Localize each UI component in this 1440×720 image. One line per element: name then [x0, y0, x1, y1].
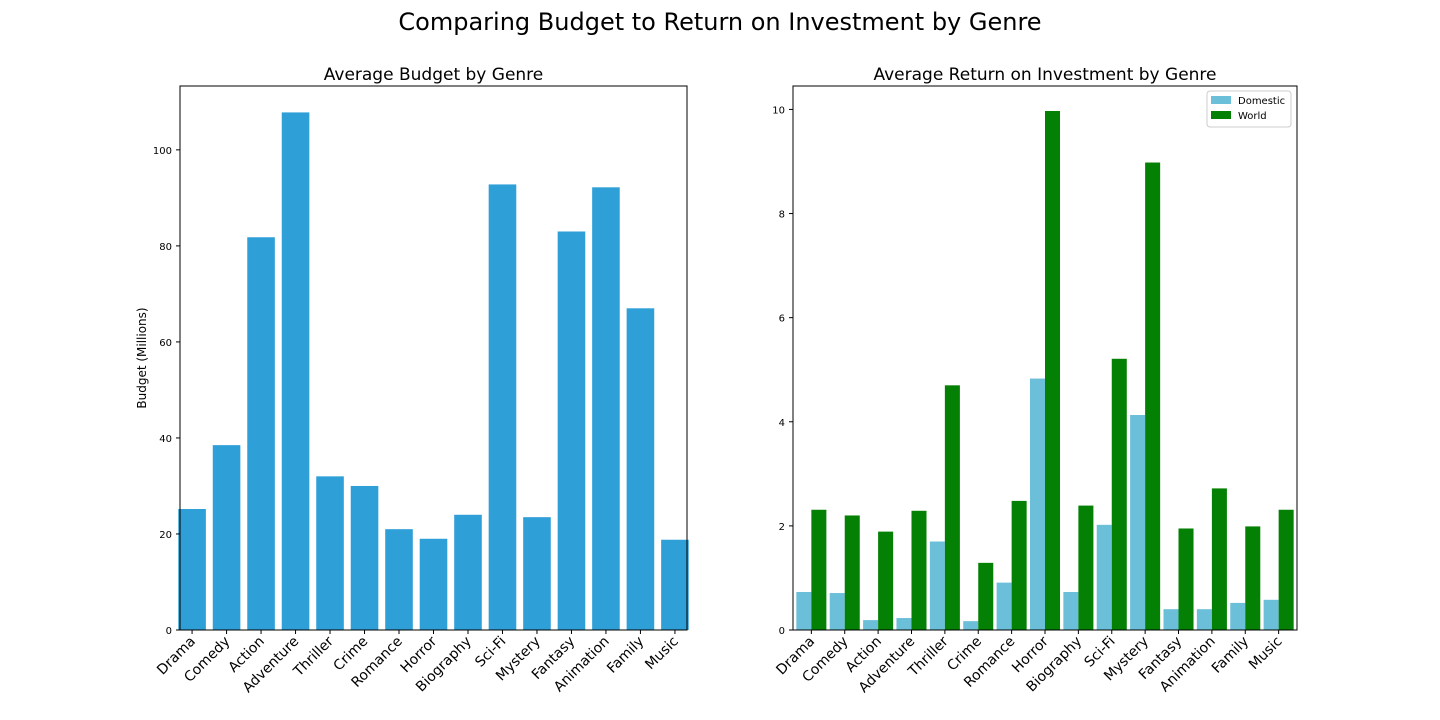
- domestic-bar-fantasy: [1163, 609, 1179, 630]
- y-tick-label: 2: [779, 522, 785, 533]
- world-bar-horror: [1045, 110, 1061, 631]
- roi-chart: Average Return on Investment by Genre 0 2 4…: [772, 65, 1298, 696]
- domestic-bar-crime: [963, 621, 979, 630]
- world-bar-family: [1245, 526, 1261, 630]
- world-bar-drama: [811, 509, 827, 630]
- domestic-bar-family: [1230, 602, 1246, 630]
- world-bar-mystery: [1145, 162, 1161, 630]
- budget-bar-drama: [178, 509, 206, 630]
- budget-chart: Average Budget by Genre020406080100Drama…: [135, 65, 689, 696]
- budget-bar-action: [247, 237, 275, 630]
- domestic-bar-thriller: [929, 541, 945, 630]
- y-tick-label: 60: [159, 338, 172, 349]
- y-tick-label: 20: [159, 530, 172, 541]
- budget-bar-family: [626, 308, 655, 630]
- domestic-bar-sci-fi: [1096, 524, 1112, 630]
- domestic-bar-drama: [796, 591, 812, 630]
- domestic-bar-music: [1263, 599, 1279, 630]
- figure-title: Comparing Budget to Return on Investment…: [398, 8, 1042, 36]
- x-tick-label-music: Music: [642, 634, 681, 673]
- subplot-title: Average Return on Investment by Genre: [873, 65, 1216, 85]
- domestic-bar-action: [863, 620, 879, 630]
- y-tick-label: 100: [153, 146, 172, 157]
- subplot-title: Average Budget by Genre: [324, 65, 544, 85]
- budget-bar-crime: [350, 485, 379, 630]
- budget-bar-fantasy: [557, 231, 586, 630]
- budget-bar-horror: [419, 538, 448, 630]
- world-bar-adventure: [911, 510, 927, 630]
- budget-bar-sci-fi: [488, 184, 517, 630]
- y-tick-label: 0: [779, 626, 785, 637]
- y-tick-label: 8: [779, 210, 785, 221]
- domestic-bar-romance: [996, 582, 1012, 630]
- world-bar-biography: [1078, 505, 1094, 630]
- budget-bar-music: [661, 539, 689, 630]
- x-tick-label-family: Family: [604, 634, 647, 677]
- budget-bar-mystery: [523, 517, 551, 630]
- domestic-bar-comedy: [829, 593, 845, 630]
- budget-bar-biography: [454, 514, 482, 630]
- legend-swatch-world: [1211, 111, 1231, 119]
- world-bar-comedy: [844, 515, 860, 630]
- world-bar-music: [1278, 509, 1294, 630]
- y-axis-label: Budget (Millions): [135, 307, 149, 408]
- y-tick-label: 80: [159, 242, 172, 253]
- legend-label-domestic: Domestic: [1238, 96, 1285, 107]
- domestic-bar-mystery: [1130, 415, 1146, 630]
- y-tick-label: 0: [166, 626, 172, 637]
- y-tick-label: 6: [779, 314, 785, 325]
- world-bar-romance: [1011, 500, 1027, 630]
- x-tick-label-family: Family: [1209, 634, 1252, 677]
- domestic-bar-adventure: [896, 618, 912, 630]
- budget-bar-thriller: [316, 476, 344, 630]
- legend-label-world: World: [1238, 111, 1267, 122]
- y-tick-label: 10: [772, 105, 785, 116]
- legend-swatch-domestic: [1211, 96, 1231, 104]
- world-bar-thriller: [944, 385, 960, 630]
- world-bar-action: [878, 531, 894, 630]
- x-tick-label-music: Music: [1246, 634, 1285, 673]
- y-tick-label: 40: [159, 434, 172, 445]
- domestic-bar-biography: [1063, 591, 1079, 630]
- y-tick-label: 4: [779, 418, 785, 429]
- world-bar-crime: [978, 562, 994, 630]
- domestic-bar-horror: [1029, 378, 1045, 630]
- world-bar-animation: [1211, 488, 1227, 630]
- budget-bar-romance: [385, 529, 413, 630]
- domestic-bar-animation: [1196, 609, 1212, 630]
- budget-bar-adventure: [281, 112, 310, 630]
- world-bar-sci-fi: [1111, 358, 1127, 630]
- budget-bar-comedy: [212, 445, 241, 630]
- budget-bar-animation: [592, 187, 620, 630]
- legend: Domestic World: [1206, 90, 1292, 128]
- world-bar-fantasy: [1178, 528, 1194, 630]
